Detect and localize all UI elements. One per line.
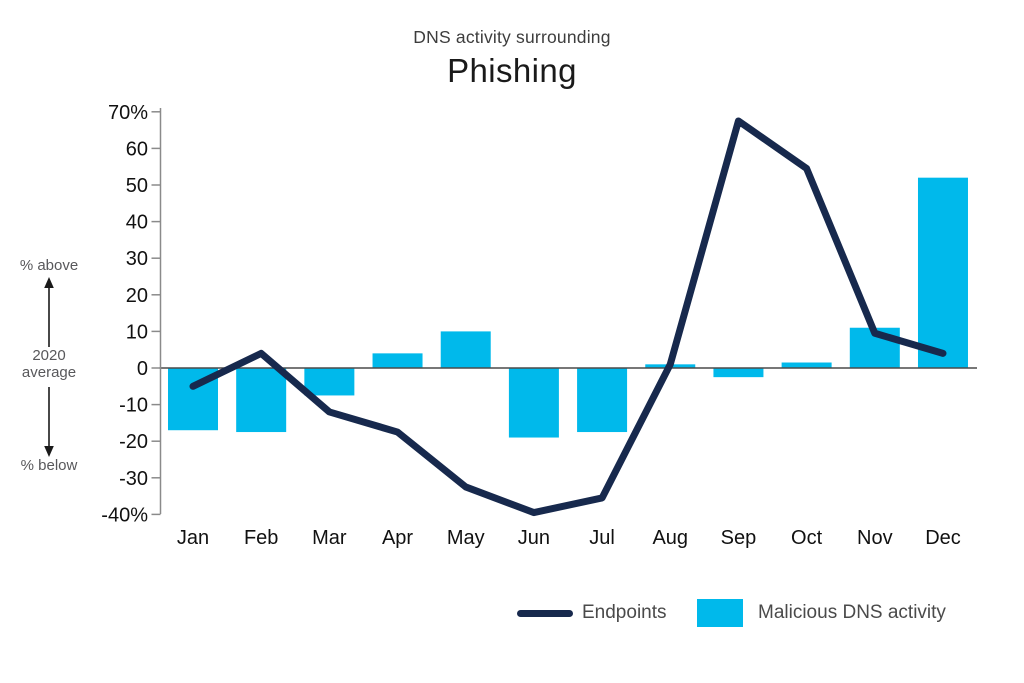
chart-subtitle: DNS activity surrounding bbox=[413, 27, 611, 47]
percent-above-label: % above bbox=[19, 257, 79, 274]
arrow-up-icon bbox=[44, 277, 54, 347]
y-tick-label: -40% bbox=[101, 504, 148, 526]
y-tick-label: 0 bbox=[137, 358, 148, 380]
bar-mar bbox=[304, 368, 355, 396]
x-label-apr: Apr bbox=[382, 527, 413, 549]
bar-jul bbox=[577, 368, 628, 433]
x-label-mar: Mar bbox=[312, 527, 347, 549]
y-tick-label: 10 bbox=[126, 321, 148, 343]
y-tick-label: 60 bbox=[126, 138, 148, 160]
y-tick-label: 50 bbox=[126, 175, 148, 197]
bar-jun bbox=[508, 368, 559, 438]
y-tick-label: -30 bbox=[119, 468, 148, 490]
x-label-may: May bbox=[447, 527, 485, 549]
malicious-dns-bar-swatch bbox=[697, 599, 743, 627]
arrow-down-icon bbox=[44, 387, 54, 457]
x-label-nov: Nov bbox=[857, 527, 893, 549]
endpoints-line bbox=[189, 117, 947, 517]
x-label-oct: Oct bbox=[791, 527, 823, 549]
baseline-label-line1: 2020 bbox=[32, 347, 66, 364]
x-label-jul: Jul bbox=[589, 527, 615, 549]
x-label-jan: Jan bbox=[177, 527, 209, 549]
x-label-dec: Dec bbox=[925, 527, 961, 549]
percent-below-label: % below bbox=[20, 457, 78, 474]
endpoints-legend-label: Endpoints bbox=[582, 602, 667, 623]
baseline-label-line2: average bbox=[21, 364, 77, 381]
bar-oct bbox=[781, 362, 832, 368]
malicious-dns-legend-label: Malicious DNS activity bbox=[758, 602, 946, 623]
x-label-aug: Aug bbox=[652, 527, 688, 549]
y-tick-label: 70% bbox=[108, 102, 148, 124]
endpoints-line-swatch bbox=[517, 610, 573, 617]
chart-title: Phishing bbox=[447, 52, 577, 89]
bar-sep bbox=[713, 368, 764, 378]
x-label-feb: Feb bbox=[244, 527, 278, 549]
bar-may bbox=[440, 331, 491, 368]
bar-apr bbox=[372, 353, 423, 368]
y-tick-label: 30 bbox=[126, 248, 148, 270]
y-tick-label: -10 bbox=[119, 395, 148, 417]
y-tick-label: -20 bbox=[119, 431, 148, 453]
bar-dec bbox=[917, 177, 968, 368]
x-label-sep: Sep bbox=[721, 527, 757, 549]
baseline-label: 2020 average bbox=[0, 347, 98, 381]
y-tick-label: 40 bbox=[126, 212, 148, 234]
y-tick-label: 20 bbox=[126, 285, 148, 307]
bar-feb bbox=[236, 368, 287, 433]
x-label-jun: Jun bbox=[518, 527, 550, 549]
